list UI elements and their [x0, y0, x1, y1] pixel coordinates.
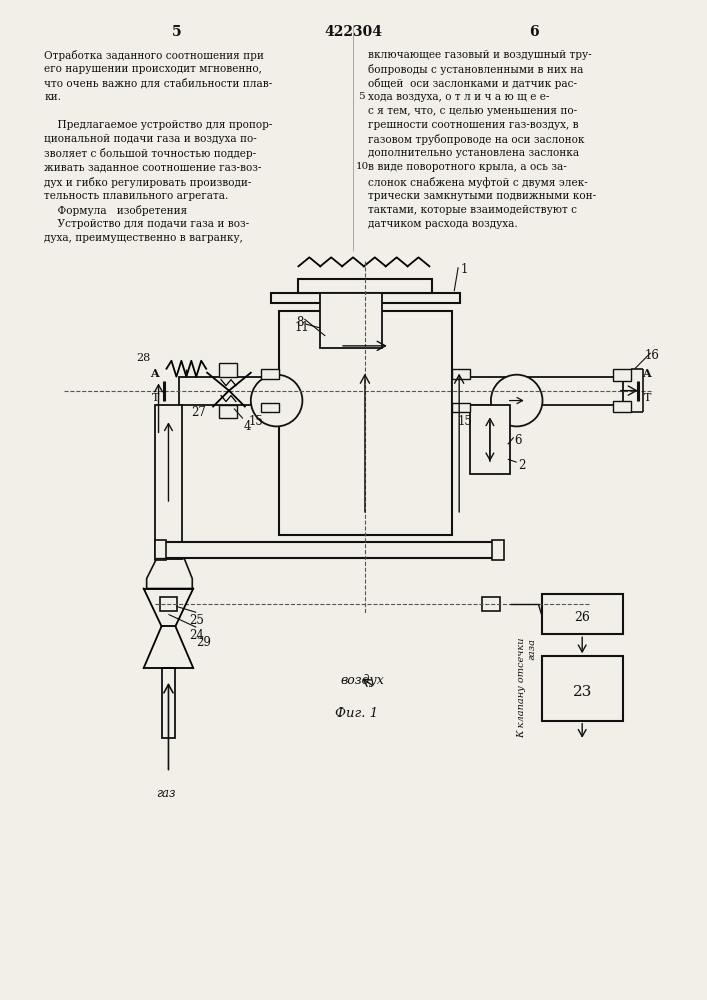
Text: Предлагаемое устройство для пропор-: Предлагаемое устройство для пропор-: [45, 120, 273, 130]
Text: 24: 24: [189, 629, 204, 642]
Text: датчиком расхода воздуха.: датчиком расхода воздуха.: [368, 219, 518, 229]
Text: его нарушении происходит мгновенно,: его нарушении происходит мгновенно,: [45, 64, 262, 74]
Text: в виде поворотного крыла, а ось за-: в виде поворотного крыла, а ось за-: [368, 162, 566, 172]
Bar: [482, 597, 500, 611]
Bar: [542, 594, 623, 634]
Bar: [298, 279, 433, 293]
Text: 11: 11: [295, 321, 309, 334]
Text: с я тем, что, с целью уменьшения по-: с я тем, что, с целью уменьшения по-: [368, 106, 577, 116]
Bar: [613, 369, 631, 381]
Text: T: T: [643, 393, 651, 403]
Text: циональной подачи газа и воздуха по-: циональной подачи газа и воздуха по-: [45, 134, 257, 144]
Text: 27: 27: [192, 406, 206, 419]
Text: Устройство для подачи газа и воз-: Устройство для подачи газа и воз-: [45, 219, 250, 229]
Bar: [452, 377, 623, 405]
Bar: [219, 363, 237, 377]
Text: 10: 10: [356, 162, 369, 171]
Circle shape: [251, 375, 303, 426]
Text: 28: 28: [136, 353, 151, 363]
Text: 422304: 422304: [324, 25, 382, 39]
Text: A: A: [150, 368, 158, 379]
Bar: [261, 369, 279, 379]
Text: Фиг. 1: Фиг. 1: [335, 707, 378, 720]
Bar: [160, 542, 498, 558]
Text: ки.: ки.: [45, 92, 62, 102]
Text: дух и гибко регулировать производи-: дух и гибко регулировать производи-: [45, 177, 252, 188]
Text: 25: 25: [189, 614, 204, 627]
Text: 15: 15: [249, 415, 264, 428]
Text: живать заданное соотношение газ-воз-: живать заданное соотношение газ-воз-: [45, 162, 262, 172]
Text: 16: 16: [645, 349, 660, 362]
Text: трически замкнутыми подвижными кон-: трически замкнутыми подвижными кон-: [368, 191, 596, 201]
Bar: [320, 293, 382, 348]
Text: T: T: [151, 393, 159, 403]
Text: тактами, которые взаимодействуют с: тактами, которые взаимодействуют с: [368, 205, 577, 215]
Circle shape: [491, 375, 542, 426]
Bar: [180, 377, 279, 405]
Text: 8: 8: [296, 316, 304, 329]
Text: 26: 26: [574, 611, 590, 624]
Text: 5: 5: [172, 25, 181, 39]
Text: общей  оси заслонками и датчик рас-: общей оси заслонками и датчик рас-: [368, 78, 577, 89]
Bar: [542, 656, 623, 721]
Text: 4: 4: [244, 420, 252, 433]
Text: бопроводы с установленными в них на: бопроводы с установленными в них на: [368, 64, 583, 75]
Bar: [279, 311, 452, 535]
Text: 15: 15: [457, 415, 472, 428]
Text: тельность плавильного агрегата.: тельность плавильного агрегата.: [45, 191, 229, 201]
Text: 2: 2: [518, 459, 525, 472]
Bar: [219, 405, 237, 418]
Text: дополнительно установлена заслонка: дополнительно установлена заслонка: [368, 148, 579, 158]
Text: газ: газ: [156, 787, 176, 800]
Bar: [613, 401, 631, 412]
Bar: [155, 405, 182, 559]
Text: зволяет с большой точностью поддер-: зволяет с большой точностью поддер-: [45, 148, 257, 159]
Text: Отработка заданного соотношения при: Отработка заданного соотношения при: [45, 50, 264, 61]
Text: воздух: воздух: [340, 674, 384, 687]
Text: газовом трубопроводе на оси заслонок: газовом трубопроводе на оси заслонок: [368, 134, 585, 145]
Text: 29: 29: [197, 636, 211, 649]
Text: 1: 1: [460, 263, 467, 276]
Text: 23: 23: [573, 685, 592, 699]
Text: 6: 6: [515, 434, 522, 447]
Text: К клапану отсечки
газа: К клапану отсечки газа: [517, 638, 537, 738]
Text: A: A: [642, 368, 650, 379]
Bar: [452, 369, 470, 379]
Bar: [160, 597, 177, 611]
Bar: [452, 403, 470, 412]
Text: Формула   изобретения: Формула изобретения: [45, 205, 187, 216]
Text: хода воздуха, о т л и ч а ю щ е е-: хода воздуха, о т л и ч а ю щ е е-: [368, 92, 549, 102]
Text: слонок снабжена муфтой с двумя элек-: слонок снабжена муфтой с двумя элек-: [368, 177, 588, 188]
Bar: [161, 668, 175, 738]
Text: 6: 6: [529, 25, 539, 39]
Text: что очень важно для стабильности плав-: что очень важно для стабильности плав-: [45, 78, 273, 88]
Bar: [492, 540, 504, 560]
Bar: [271, 293, 460, 303]
Text: грешности соотношения газ-воздух, в: грешности соотношения газ-воздух, в: [368, 120, 578, 130]
Bar: [261, 403, 279, 412]
Text: 5: 5: [358, 92, 365, 101]
Text: духа, преимущественно в вагранку,: духа, преимущественно в вагранку,: [45, 233, 243, 243]
Bar: [470, 405, 510, 474]
Text: включающее газовый и воздушный тру-: включающее газовый и воздушный тру-: [368, 50, 592, 60]
Bar: [155, 540, 166, 560]
